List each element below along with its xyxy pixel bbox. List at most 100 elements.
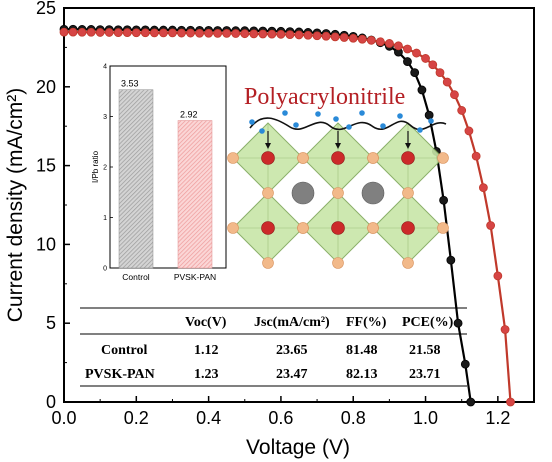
x-site-atom: [227, 222, 239, 234]
control-point: [460, 359, 470, 369]
b-site-atom: [401, 151, 415, 165]
pvsk-pan-point: [240, 29, 250, 39]
x-site-atom: [402, 257, 414, 269]
interaction-arrowhead: [265, 143, 271, 149]
pvsk-pan-point: [258, 29, 268, 39]
pvsk-pan-point: [450, 90, 459, 100]
polymer-bead: [428, 118, 434, 124]
pvsk-pan-point: [403, 44, 412, 54]
inset-bar-control: [118, 89, 154, 269]
pvsk-pan-point: [186, 28, 195, 38]
inset-y-tick-label: 2: [103, 165, 107, 172]
x-site-atom: [402, 187, 414, 199]
perovskite-structure-illustration: [227, 110, 449, 269]
pvsk-pan-point: [104, 28, 114, 37]
b-site-atom: [261, 151, 275, 165]
pvsk-pan-point: [442, 77, 452, 87]
a-site-atom: [361, 181, 385, 205]
pvsk-pan-point: [330, 32, 340, 42]
pvsk-pan-point: [375, 37, 385, 47]
pvsk-pan-point: [493, 271, 503, 281]
pvsk-pan-point: [177, 28, 186, 38]
polymer-bead: [293, 122, 299, 128]
pvsk-pan-point: [321, 31, 331, 41]
y-tick-label: 15: [36, 156, 56, 176]
pvsk-pan-point: [213, 28, 223, 38]
pvsk-pan-point: [384, 39, 394, 48]
pvsk-pan-point: [149, 28, 159, 38]
x-site-atom: [437, 152, 449, 164]
pvsk-pan-point: [435, 68, 445, 78]
inset-ticks: 0 1 2 3 4: [103, 64, 113, 273]
y-tick-label: 25: [36, 0, 56, 18]
polymer-bead: [359, 110, 365, 116]
pvsk-pan-point: [204, 28, 214, 38]
table-cell-control-jsc: 23.65: [276, 343, 308, 358]
inset-category-pvsk-pan: PVSK-PAN: [174, 272, 216, 282]
pvsk-pan-point: [122, 28, 132, 37]
polymer-bead: [249, 119, 255, 125]
b-site-atom: [261, 221, 275, 235]
table-cell-pan-voc: 1.23: [194, 367, 219, 382]
inset-category-control: Control: [122, 272, 150, 282]
x-axis-title: Voltage (V): [246, 436, 350, 459]
control-point: [403, 57, 412, 66]
inset-y-tick-label: 0: [103, 266, 107, 273]
pvsk-pan-point: [412, 48, 421, 58]
pvsk-pan-point: [159, 28, 168, 38]
pvsk-pan-point: [478, 183, 488, 193]
pvsk-pan-point: [140, 28, 150, 38]
control-point: [466, 397, 476, 407]
y-tick-label: 10: [36, 234, 56, 254]
x-site-atom: [332, 257, 344, 269]
x-site-atom: [332, 187, 344, 199]
pvsk-pan-point: [486, 221, 496, 230]
inset-value-label-control: 3.53: [121, 79, 139, 89]
x-site-atom: [437, 222, 449, 234]
pvsk-pan-point: [464, 126, 474, 136]
pvsk-pan-point: [113, 28, 123, 37]
x-tick-label: 0.6: [268, 408, 293, 428]
y-tick-label: 20: [36, 77, 56, 97]
x-tick-label: 0.8: [341, 408, 366, 428]
pvsk-pan-point: [500, 325, 510, 334]
x-tick-label: 0.4: [196, 408, 221, 428]
control-point: [410, 68, 420, 78]
pvsk-pan-point: [222, 28, 232, 38]
pvsk-pan-point: [131, 28, 141, 38]
interaction-arrowhead: [335, 143, 341, 149]
inset-bar-chart: 0 1 2 3 4 3.53 2.92 Control PVSK-PAN I/Pb ra…: [91, 64, 227, 282]
x-tick-label: 0.0: [51, 408, 76, 428]
table-cell-control-ff: 81.48: [346, 343, 378, 358]
pvsk-pan-point: [168, 28, 177, 38]
x-tick-label: 1.0: [413, 408, 438, 428]
pvsk-pan-point: [267, 29, 277, 39]
table-cell-control-pce: 21.58: [409, 343, 441, 358]
x-site-atom: [367, 152, 379, 164]
polyacrylonitrile-label: Polyacrylonitrile: [244, 84, 405, 110]
pvsk-pan-point: [421, 54, 430, 63]
parameter-table: Voc(V) Jsc(mA/cm²) FF(%) PCE(%) Control …: [80, 307, 467, 387]
inset-y-tick-label: 3: [103, 114, 107, 121]
polymer-bead: [397, 113, 403, 119]
pvsk-pan-point: [303, 30, 313, 40]
polymer-bead: [315, 111, 321, 117]
table-cell-pan-pce: 23.71: [409, 367, 441, 382]
pvsk-pan-point: [339, 33, 349, 42]
pvsk-pan-point: [366, 35, 376, 45]
pvsk-pan-point: [59, 27, 69, 37]
interaction-arrowhead: [405, 143, 411, 149]
pvsk-pan-point: [86, 27, 96, 37]
pvsk-pan-point: [285, 30, 295, 40]
y-tick-label: 5: [46, 313, 56, 333]
table-header-ff: FF(%): [346, 315, 387, 330]
table-cell-pan-jsc: 23.47: [276, 367, 308, 382]
polymer-bead: [282, 110, 288, 116]
table-cell-pan-ff: 82.13: [346, 367, 378, 382]
x-tick-label: 0.2: [124, 408, 149, 428]
x-tick-label: 1.2: [485, 408, 510, 428]
main-ticks: 0.0 0.2 0.4 0.6 0.8 1.0 1.2 0 5 10 15 20 25: [36, 0, 510, 428]
pvsk-pan-point: [249, 29, 259, 39]
pvsk-pan-point: [428, 60, 438, 70]
